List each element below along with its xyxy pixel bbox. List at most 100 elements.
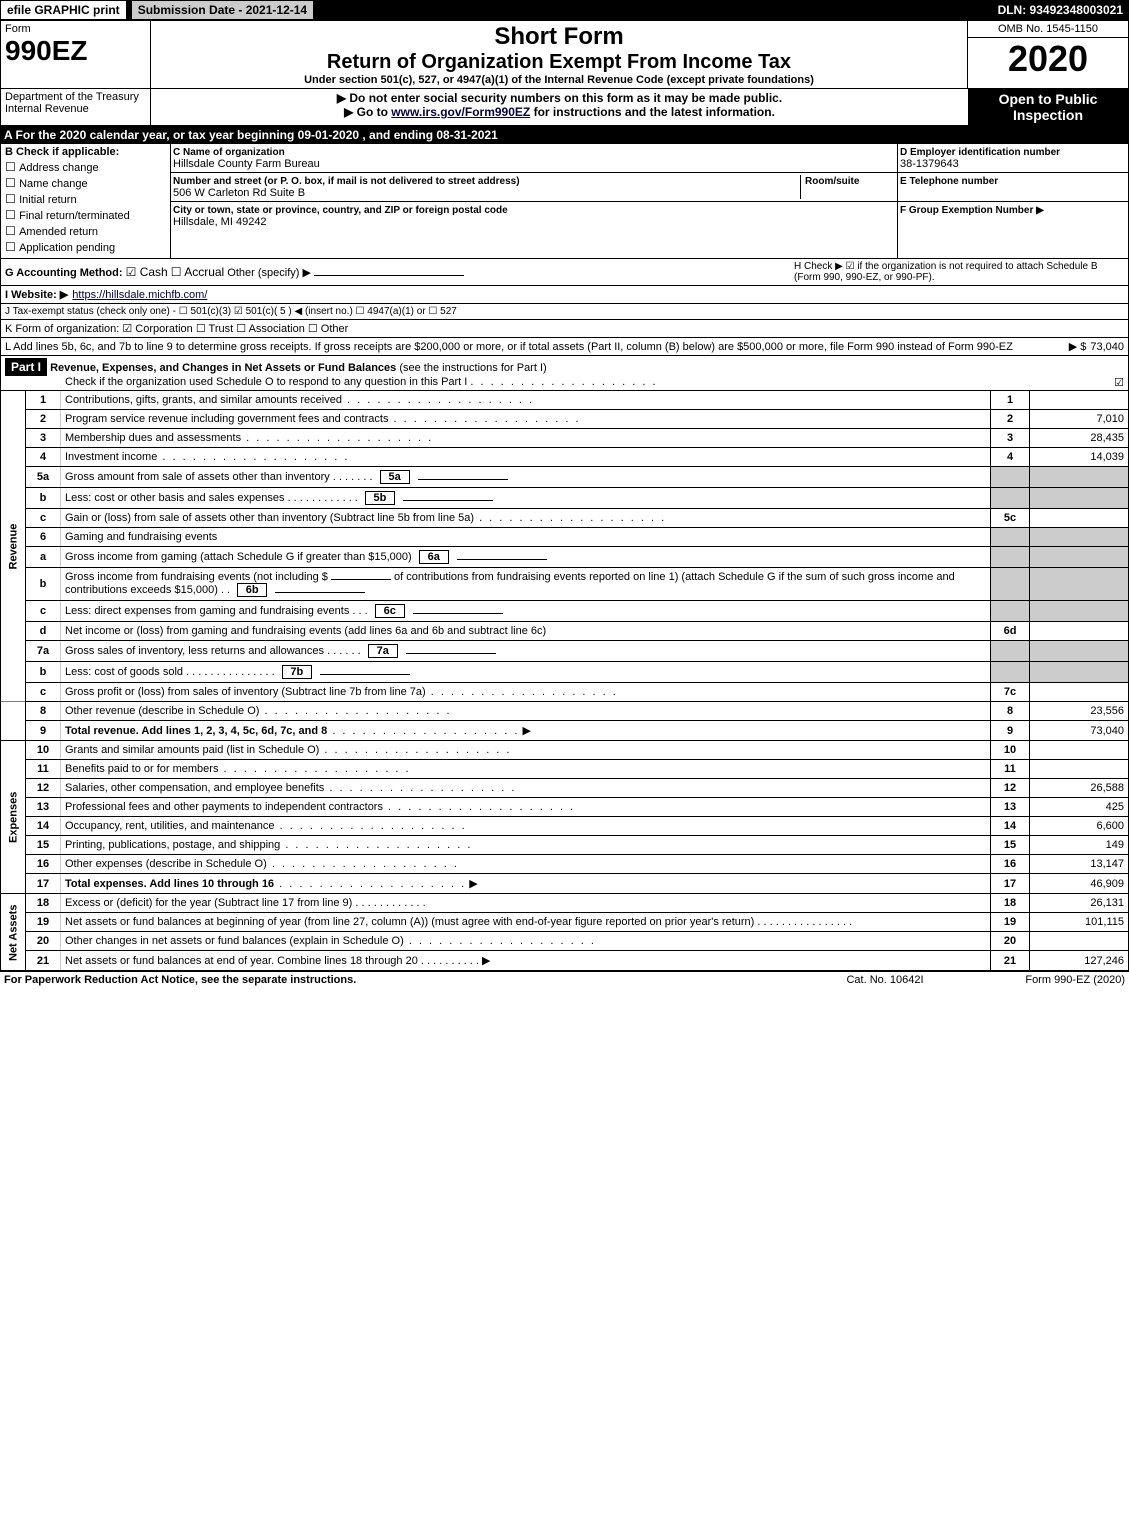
part1-title: Revenue, Expenses, and Changes in Net As… xyxy=(50,362,396,374)
row-6b-ib: 6b xyxy=(237,583,267,597)
row-5c-num: c xyxy=(26,509,61,528)
row-15-desc: Printing, publications, postage, and shi… xyxy=(65,839,472,851)
row-7b-amt xyxy=(1030,662,1129,683)
row-5a-ib: 5a xyxy=(380,470,410,484)
row-6c-ib: 6c xyxy=(375,604,405,618)
row-4-box: 4 xyxy=(991,448,1030,467)
row-18-desc: Excess or (deficit) for the year (Subtra… xyxy=(65,897,352,909)
row-7a-shade xyxy=(991,641,1030,662)
line-g-h: G Accounting Method: Cash Accrual Other … xyxy=(0,259,1129,286)
row-5b-num: b xyxy=(26,488,61,509)
row-6a-desc: Gross income from gaming (attach Schedul… xyxy=(65,551,412,563)
row-6d-amt xyxy=(1030,622,1129,641)
row-20-desc: Other changes in net assets or fund bala… xyxy=(65,935,596,947)
row-6d-desc: Net income or (loss) from gaming and fun… xyxy=(65,625,546,637)
row-7b-ib: 7b xyxy=(282,665,312,679)
g-other[interactable]: Other (specify) ▶ xyxy=(227,267,311,279)
tax-period-bar: A For the 2020 calendar year, or tax yea… xyxy=(0,126,1129,144)
row-5c-desc: Gain or (loss) from sale of assets other… xyxy=(65,512,666,524)
under-section-text: Under section 501(c), 527, or 4947(a)(1)… xyxy=(155,74,963,86)
row-19-num: 19 xyxy=(26,913,61,932)
omb-number: OMB No. 1545-1150 xyxy=(968,21,1128,38)
row-6d-num: d xyxy=(26,622,61,641)
chk-name-changeighter[interactable]: Name change xyxy=(5,176,166,190)
row-3-num: 3 xyxy=(26,429,61,448)
row-2-num: 2 xyxy=(26,410,61,429)
row-4-num: 4 xyxy=(26,448,61,467)
row-4-amt: 14,039 xyxy=(1030,448,1129,467)
row-13-num: 13 xyxy=(26,798,61,817)
line-h: H Check ▶ ☑ if the organization is not r… xyxy=(794,261,1124,283)
row-15-box: 15 xyxy=(991,836,1030,855)
row-11-amt xyxy=(1030,760,1129,779)
page-footer: For Paperwork Reduction Act Notice, see … xyxy=(0,971,1129,988)
part1-check-text: Check if the organization used Schedule … xyxy=(65,376,467,388)
row-17-amt: 46,909 xyxy=(1030,874,1129,894)
row-7b-num: b xyxy=(26,662,61,683)
row-11-desc: Benefits paid to or for members xyxy=(65,763,411,775)
row-7c-desc: Gross profit or (loss) from sales of inv… xyxy=(65,686,618,698)
chk-final-return[interactable]: Final return/terminated xyxy=(5,208,166,222)
tax-year: 2020 xyxy=(968,38,1128,80)
warning-link-line: ▶ Go to www.irs.gov/Form990EZ for instru… xyxy=(155,105,964,119)
efile-print-label[interactable]: efile GRAPHIC print xyxy=(0,0,127,20)
org-name: Hillsdale County Farm Bureau xyxy=(173,158,320,170)
g-cash[interactable]: Cash xyxy=(126,265,168,279)
row-17-num: 17 xyxy=(26,874,61,894)
part1-table: Revenue 1 Contributions, gifts, grants, … xyxy=(0,391,1129,971)
row-2-amt: 7,010 xyxy=(1030,410,1129,429)
row-10-amt xyxy=(1030,741,1129,760)
row-1-num: 1 xyxy=(26,391,61,410)
row-13-amt: 425 xyxy=(1030,798,1129,817)
street-value: 506 W Carleton Rd Suite B xyxy=(173,187,305,199)
l-amt-prefix: ▶ $ xyxy=(1069,340,1087,353)
chk-amended-return[interactable]: Amended return xyxy=(5,224,166,238)
row-13-desc: Professional fees and other payments to … xyxy=(65,801,575,813)
top-bar: efile GRAPHIC print Submission Date - 20… xyxy=(0,0,1129,20)
ein-value: 38-1379643 xyxy=(900,158,959,170)
row-9-num: 9 xyxy=(26,721,61,741)
ein-label: D Employer identification number xyxy=(900,147,1060,158)
row-10-desc: Grants and similar amounts paid (list in… xyxy=(65,744,511,756)
part1-check-state[interactable]: ☑ xyxy=(1114,376,1124,389)
row-9-amt: 73,040 xyxy=(1030,721,1129,741)
side-netassets: Net Assets xyxy=(1,894,26,971)
row-3-box: 3 xyxy=(991,429,1030,448)
row-16-box: 16 xyxy=(991,855,1030,874)
row-6b-amt xyxy=(1030,568,1129,601)
row-10-box: 10 xyxy=(991,741,1030,760)
g-label: G Accounting Method: xyxy=(5,267,123,279)
row-7a-ib: 7a xyxy=(368,644,398,658)
chk-application-pending[interactable]: Application pending xyxy=(5,240,166,254)
row-18-box: 18 xyxy=(991,894,1030,913)
row-3-desc: Membership dues and assessments xyxy=(65,432,433,444)
chk-address-change[interactable]: Address change xyxy=(5,160,166,174)
row-6c-num: c xyxy=(26,601,61,622)
irs-link[interactable]: www.irs.gov/Form990EZ xyxy=(391,105,530,119)
row-5b-desc: Less: cost or other basis and sales expe… xyxy=(65,492,285,504)
row-15-num: 15 xyxy=(26,836,61,855)
g-accrual[interactable]: Accrual xyxy=(171,265,224,279)
chk-initial-return[interactable]: Initial return xyxy=(5,192,166,206)
website-link[interactable]: https://hillsdale.michfb.com/ xyxy=(72,289,207,301)
row-6a-num: a xyxy=(26,547,61,568)
row-2-desc: Program service revenue including govern… xyxy=(65,413,581,425)
submission-date-label: Submission Date - 2021-12-14 xyxy=(131,0,314,20)
footer-formref: Form 990-EZ (2020) xyxy=(965,974,1125,986)
row-7a-num: 7a xyxy=(26,641,61,662)
line-l: L Add lines 5b, 6c, and 7b to line 9 to … xyxy=(0,338,1129,356)
i-label: I Website: ▶ xyxy=(5,288,68,301)
row-14-box: 14 xyxy=(991,817,1030,836)
row-20-num: 20 xyxy=(26,932,61,951)
row-6b-desc1: Gross income from fundraising events (no… xyxy=(65,571,328,583)
row-9-desc: Total revenue. Add lines 1, 2, 3, 4, 5c,… xyxy=(65,725,327,737)
group-exemption-label: F Group Exemption Number ▶ xyxy=(900,205,1044,216)
row-3-amt: 28,435 xyxy=(1030,429,1129,448)
row-8-desc: Other revenue (describe in Schedule O) xyxy=(65,705,452,717)
row-13-box: 13 xyxy=(991,798,1030,817)
row-6-num: 6 xyxy=(26,528,61,547)
row-14-amt: 6,600 xyxy=(1030,817,1129,836)
row-20-box: 20 xyxy=(991,932,1030,951)
row-7b-desc: Less: cost of goods sold xyxy=(65,666,183,678)
row-5c-amt xyxy=(1030,509,1129,528)
